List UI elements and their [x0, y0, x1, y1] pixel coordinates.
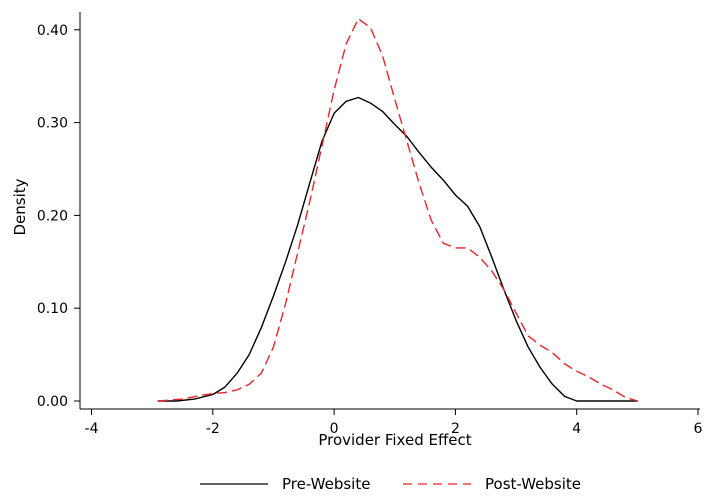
axes [79, 12, 700, 410]
x-tick-label: -2 [206, 421, 220, 437]
y-ticks: 0.00 0.10 0.20 0.30 0.40 [37, 23, 80, 410]
legend-label-pre-website: Pre-Website [282, 475, 370, 493]
x-tick-label: -4 [85, 421, 99, 437]
legend: Pre-Website Post-Website [200, 475, 581, 493]
x-tick-label: 0 [330, 421, 339, 437]
y-tick-label: 0.10 [37, 301, 68, 317]
y-tick-label: 0.30 [37, 116, 68, 132]
y-axis-title: Density [11, 178, 29, 235]
y-tick-label: 0.40 [37, 23, 68, 39]
x-axis-title: Provider Fixed Effect [318, 431, 471, 449]
x-tick-label: 2 [451, 421, 460, 437]
x-ticks: -4 -2 0 2 4 6 [85, 409, 703, 437]
y-tick-label: 0.20 [37, 208, 68, 224]
x-tick-label: 4 [572, 421, 581, 437]
series-group [157, 18, 639, 402]
legend-label-post-website: Post-Website [485, 475, 581, 493]
y-tick-label: 0.00 [37, 394, 68, 410]
x-tick-label: 6 [694, 421, 703, 437]
series-line-post-website [157, 18, 639, 402]
series-line-pre-website [157, 96, 639, 402]
